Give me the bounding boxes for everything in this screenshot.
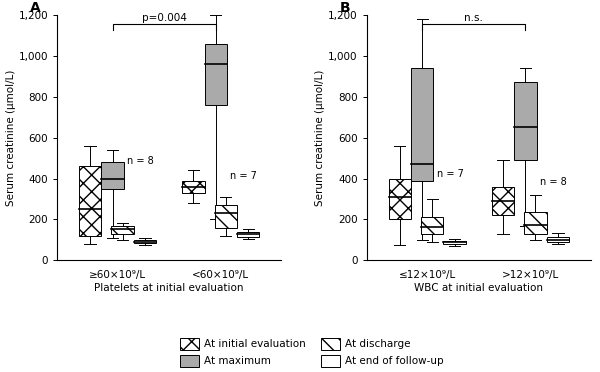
Bar (205, 44, 227, 105)
Y-axis label: Serum creatinine (μmol/L): Serum creatinine (μmol/L) (315, 70, 325, 206)
Bar (134, 240, 156, 243)
Y-axis label: Serum creatinine (μmol/L): Serum creatinine (μmol/L) (5, 70, 16, 206)
Text: B: B (340, 1, 350, 15)
Bar (101, 162, 124, 189)
Text: p=0.004: p=0.004 (142, 13, 187, 23)
Bar (389, 179, 411, 219)
Text: n.s.: n.s. (464, 13, 483, 23)
X-axis label: WBC at initial evaluation: WBC at initial evaluation (415, 283, 544, 293)
X-axis label: Platelets at initial evaluation: Platelets at initial evaluation (94, 283, 244, 293)
Bar (492, 187, 514, 215)
Bar (421, 217, 443, 234)
Legend: At initial evaluation, At maximum, At discharge, At end of follow-up: At initial evaluation, At maximum, At di… (180, 337, 444, 367)
Bar (112, 225, 134, 234)
Bar (524, 212, 547, 234)
Bar (182, 180, 205, 193)
Bar (514, 82, 536, 160)
Text: A: A (30, 1, 41, 15)
Bar (411, 68, 433, 180)
Text: n = 8: n = 8 (127, 156, 154, 166)
Bar (237, 232, 259, 237)
Text: n = 7: n = 7 (437, 169, 464, 179)
Bar (443, 241, 466, 244)
Text: n = 8: n = 8 (540, 177, 567, 187)
Bar (547, 237, 569, 242)
Bar (215, 205, 237, 228)
Text: n = 7: n = 7 (230, 171, 257, 180)
Bar (79, 166, 101, 236)
